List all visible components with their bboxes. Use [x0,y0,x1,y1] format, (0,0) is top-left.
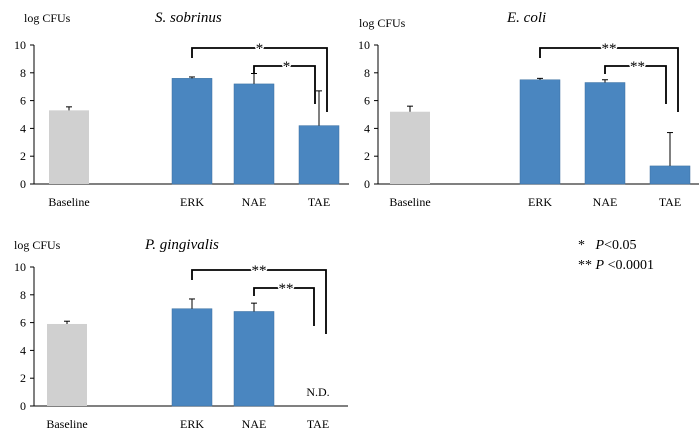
y-tick-label: 6 [20,94,26,108]
x-tick-label: ERK [180,195,204,209]
bar [233,311,275,407]
bar [649,165,691,185]
bar [233,83,275,185]
y-axis-label: log CFUs [14,238,61,252]
x-tick-label: NAE [242,417,267,430]
legend-row-p005: * P<0.05 [578,236,654,256]
x-tick-label: TAE [659,195,681,209]
x-tick-label: Baseline [48,195,89,209]
x-tick-label: TAE [307,417,329,430]
bar [298,125,340,185]
y-tick-label: 10 [14,38,26,52]
chart-title: S. sobrinus [155,10,222,26]
significance-marker: ** [279,281,294,297]
x-tick-label: TAE [308,195,330,209]
significance-bracket [253,65,316,104]
y-tick-label: 4 [20,121,26,135]
significance-bracket [191,269,327,334]
x-tick-label: ERK [528,195,552,209]
y-tick-label: 0 [20,177,26,191]
bar [171,308,213,407]
bar [519,79,561,185]
bar [49,110,89,184]
y-tick-label: 10 [14,260,26,274]
y-tick-label: 4 [20,343,26,357]
bar [47,323,87,406]
bar [171,78,213,185]
x-tick-label: Baseline [389,195,430,209]
y-tick-label: 8 [364,66,370,80]
y-tick-label: 0 [20,399,26,413]
missing-value-label: N.D. [306,385,329,399]
x-tick-label: ERK [180,417,204,430]
significance-marker: * [283,59,291,75]
bar [390,111,430,184]
significance-marker: * [256,41,264,57]
legend-marker-double: ** [578,258,592,273]
y-tick-label: 8 [20,288,26,302]
y-tick-label: 10 [358,38,370,52]
legend-p-label: P [595,238,605,253]
x-tick-label: NAE [242,195,267,209]
chart-title: E. coli [506,10,546,26]
bar [584,82,626,185]
y-tick-label: 4 [364,121,370,135]
x-tick-label: Baseline [46,417,87,430]
y-tick-label: 8 [20,66,26,80]
legend-threshold-00001: <0.0001 [604,258,654,273]
legend-row-p00001: ** P <0.0001 [578,256,654,276]
y-tick-label: 6 [364,94,370,108]
significance-bracket [253,287,315,326]
y-tick-label: 2 [20,371,26,385]
y-tick-label: 2 [20,149,26,163]
y-tick-label: 2 [364,149,370,163]
significance-bracket [604,65,667,104]
significance-marker: ** [252,263,267,279]
y-axis-label: log CFUs [359,16,406,30]
y-tick-label: 0 [364,177,370,191]
chart-title: P. gingivalis [144,237,219,253]
significance-bracket [191,47,328,112]
significance-bracket [539,47,679,112]
significance-marker: ** [630,59,645,75]
y-axis-label: log CFUs [24,11,71,25]
y-tick-label: 6 [20,316,26,330]
x-tick-label: NAE [593,195,618,209]
significance-legend: * P<0.05 ** P <0.0001 [578,236,654,276]
legend-p-label: P [595,258,605,273]
legend-marker-single: * [578,238,585,253]
significance-marker: ** [602,41,617,57]
legend-threshold-005: <0.05 [604,238,637,253]
